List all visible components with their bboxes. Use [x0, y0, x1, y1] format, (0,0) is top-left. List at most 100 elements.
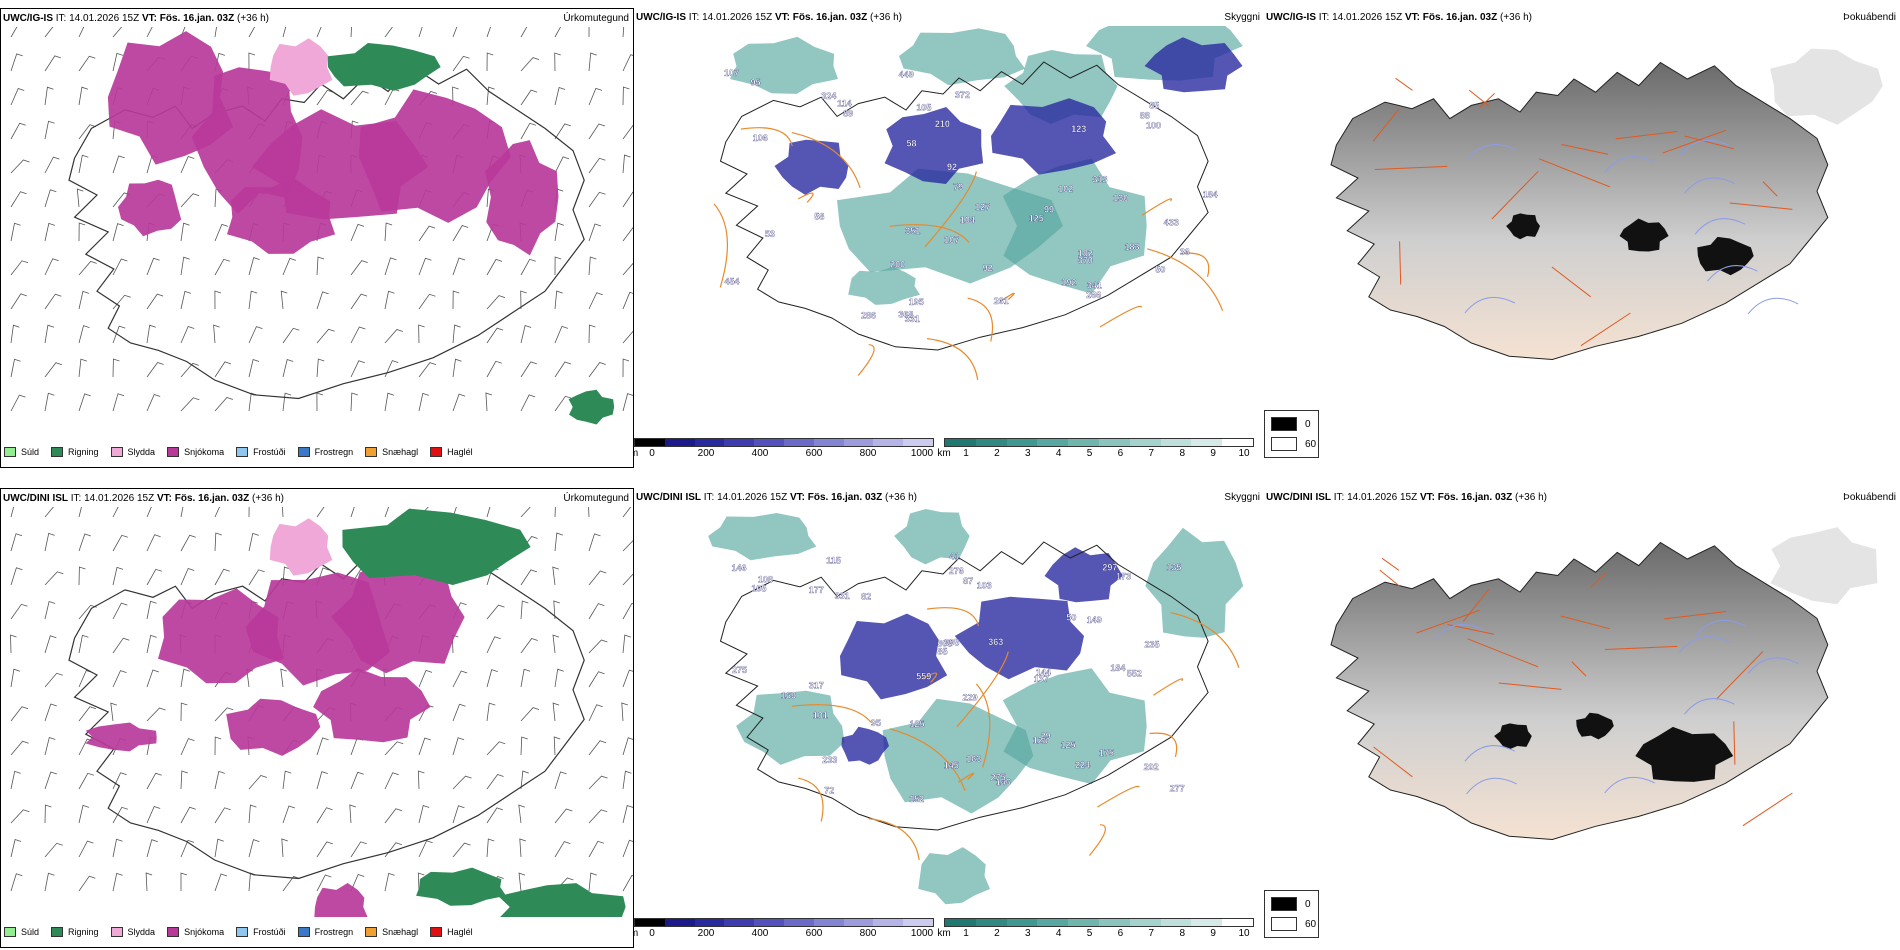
- visibility-bar: km 1 2 3 4 5 6 7 8 9 10: [937, 918, 1254, 941]
- wind-barb: [10, 53, 23, 72]
- wind-barb: [622, 27, 625, 38]
- river: [1694, 218, 1746, 235]
- road: [1462, 588, 1490, 622]
- wind-barb: [520, 324, 532, 344]
- wind-barb: [248, 326, 263, 344]
- fog-legend-row: 0: [1271, 417, 1311, 431]
- cloudbase-value: 102: [1058, 184, 1073, 194]
- wind-barb: [384, 872, 395, 892]
- cloudbase-value: 127: [975, 202, 990, 212]
- wind-barb: [622, 634, 631, 654]
- snow-area: [85, 722, 157, 752]
- fog-legend-value: 0: [1305, 898, 1311, 910]
- wind-barb: [554, 325, 569, 344]
- colorbar-cell: [1160, 919, 1192, 926]
- legend-swatch: [297, 927, 310, 937]
- road: [1539, 158, 1611, 188]
- wind-barb: [552, 634, 560, 654]
- colorbar-cell: [783, 919, 814, 926]
- fog-field: [1330, 61, 1829, 361]
- wind-barb: [554, 507, 556, 518]
- wind-barb: [622, 669, 633, 688]
- wind-barb: [622, 262, 633, 276]
- colorbar-tick: 6: [1117, 448, 1124, 459]
- colorbar-tick: 800: [859, 448, 877, 459]
- wind-barb: [146, 839, 158, 858]
- wind-barb: [350, 27, 352, 38]
- wind-barb: [78, 290, 90, 310]
- snow-area: [226, 698, 321, 756]
- wind-barb: [588, 840, 605, 858]
- dense-fog-spot: [1635, 726, 1734, 782]
- wind-barb: [588, 324, 596, 344]
- wind-barb: [518, 804, 525, 824]
- river: [1679, 139, 1730, 157]
- legend-swatch: [236, 927, 249, 937]
- model-name: UWC/DINI ISL: [1266, 492, 1331, 503]
- cloudbase-value: 224: [1075, 760, 1090, 770]
- visibility-area: [736, 690, 845, 765]
- wind-barb: [213, 324, 220, 344]
- cloudbase-value: 995: [944, 638, 959, 648]
- legend-label: Haglél: [447, 927, 473, 937]
- colorbar-tick: 6: [1117, 928, 1124, 939]
- wind-barb: [10, 873, 23, 892]
- wind-barb: [112, 637, 130, 654]
- wind-barb: [180, 256, 190, 276]
- precip-type-map: [10, 507, 633, 917]
- road: [924, 171, 977, 248]
- wind-barb: [384, 27, 393, 38]
- wind-barb: [588, 87, 603, 106]
- precip-legend-item: Rigning: [51, 447, 99, 457]
- precip-type-panel: UWC/DINI ISL IT: 14.01.2026 15Z VT: Fös.…: [0, 488, 634, 948]
- wind-barb: [10, 809, 30, 824]
- colorbar-tick: 200: [697, 928, 715, 939]
- wind-barb: [552, 566, 559, 586]
- wind-barb: [10, 394, 26, 412]
- cloudbase-value: 103: [977, 580, 992, 590]
- cloudbase-area: [954, 596, 1084, 680]
- wind-barb: [588, 157, 606, 174]
- cloudbase-value: 370: [1078, 256, 1093, 266]
- colorbar-cell: [1006, 919, 1038, 926]
- wind-barb: [78, 507, 82, 518]
- road: [998, 292, 1015, 303]
- wind-barb: [520, 57, 540, 72]
- cloudbase-value: 175: [1099, 748, 1114, 758]
- wind-barb: [78, 222, 86, 242]
- cloudbase-value: 105: [751, 584, 766, 594]
- wind-barb: [10, 159, 30, 174]
- wind-barb: [452, 358, 462, 378]
- road: [1381, 557, 1400, 571]
- colorbar-cell: [1129, 919, 1161, 926]
- visibility-area: [918, 847, 990, 905]
- legend-swatch: [167, 447, 180, 457]
- wind-barb: [282, 27, 287, 38]
- wind-barb: [10, 191, 27, 208]
- legend-label: Súld: [21, 447, 40, 457]
- precip-legend-item: Slydda: [110, 927, 155, 937]
- wind-barb: [214, 838, 224, 858]
- wind-barb: [452, 670, 468, 688]
- wind-barb: [553, 736, 561, 756]
- wind-barb: [520, 736, 528, 756]
- visibility-bar: km 1 2 3 4 5 6 7 8 9 10: [937, 438, 1254, 461]
- rain-area: [416, 867, 506, 906]
- fog-legend-swatch: [1271, 437, 1297, 451]
- cloudbase-value: 277: [1170, 784, 1185, 794]
- cloudbase-value: 433: [1164, 218, 1179, 228]
- cloudbase-value: 449: [899, 70, 914, 80]
- wind-barb: [554, 290, 563, 310]
- colorbar-ticks: m0 200 400 600 800 1000: [634, 447, 934, 461]
- wind-barb: [316, 291, 329, 310]
- wind-barb: [418, 737, 431, 756]
- wind-barb: [418, 669, 433, 688]
- cloudbase-value: 192: [1061, 278, 1076, 288]
- model-name: UWC/IG-IS: [636, 12, 686, 23]
- dense-fog-spot: [1494, 723, 1532, 750]
- snow-area: [314, 883, 368, 917]
- colorbar-ticks: km 1 2 3 4 5 6 7 8 9 10: [937, 447, 1254, 461]
- wind-barb: [44, 571, 64, 586]
- cloudbase-value: 286: [861, 310, 876, 320]
